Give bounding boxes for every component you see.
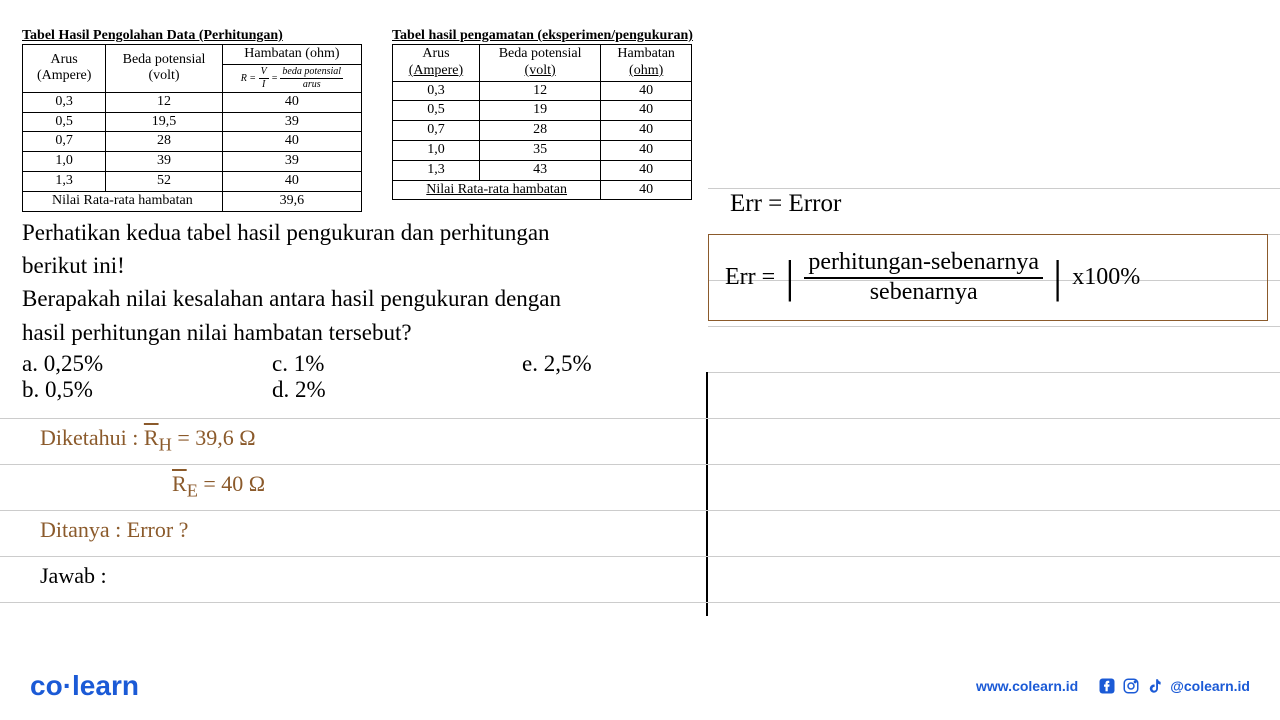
facebook-icon xyxy=(1098,677,1116,695)
option-a: a. 0,25% xyxy=(22,351,272,377)
th-ohm: Hambatan(ohm) xyxy=(601,45,692,82)
option-b: b. 0,5% xyxy=(22,377,272,403)
table-row: 1,35240 xyxy=(23,171,362,191)
question-text: Perhatikan kedua tabel hasil pengukuran … xyxy=(0,212,700,349)
err-lhs: Err = xyxy=(725,264,775,291)
table-right-title: Tabel hasil pengamatan (eksperimen/pengu… xyxy=(392,28,693,44)
line-diketahui: Diketahui : RH = 39,6 Ω xyxy=(0,418,1280,464)
table-row: Arus(Ampere) Beda potensial(volt) Hambat… xyxy=(23,45,362,65)
err-title: Err = Error xyxy=(708,190,1268,218)
table-right: Arus(Ampere) Beda potensial(volt) Hambat… xyxy=(392,44,692,200)
table-row: 0,51940 xyxy=(393,101,692,121)
table-row: 0,72840 xyxy=(393,121,692,141)
formula-cell: R = VI = beda potensialarus xyxy=(222,64,361,92)
error-formula-area: Err = Error Err = | perhitungan-sebenarn… xyxy=(708,190,1268,321)
tables-row: Tabel Hasil Pengolahan Data (Perhitungan… xyxy=(0,0,1280,212)
th-volt: Beda potensial(volt) xyxy=(106,45,222,93)
table-row: 0,519,539 xyxy=(23,112,362,132)
table-row: 1,03939 xyxy=(23,152,362,172)
th-arus: Arus(Ampere) xyxy=(393,45,480,82)
tiktok-icon xyxy=(1146,677,1164,695)
th-volt: Beda potensial(volt) xyxy=(479,45,600,82)
table-row: Nilai Rata-rata hambatan40 xyxy=(393,180,692,200)
table-left-title: Tabel Hasil Pengolahan Data (Perhitungan… xyxy=(22,28,362,44)
footer-right: www.colearn.id @colearn.id xyxy=(976,677,1250,695)
table-row: 1,34340 xyxy=(393,160,692,180)
line-ditanya: Ditanya : Error ? xyxy=(0,510,1280,556)
blank-line xyxy=(0,602,1280,648)
table-row: Arus(Ampere) Beda potensial(volt) Hambat… xyxy=(393,45,692,82)
err-fraction: perhitungan-sebenarnya sebenarnya xyxy=(804,249,1043,306)
th-arus: Arus(Ampere) xyxy=(23,45,106,93)
abs-bar-right: | xyxy=(1053,259,1062,296)
option-d: d. 2% xyxy=(272,377,522,403)
table-row: 0,31240 xyxy=(393,81,692,101)
table-left-wrapper: Tabel Hasil Pengolahan Data (Perhitungan… xyxy=(22,28,362,212)
option-c: c. 1% xyxy=(272,351,522,377)
worked-solution: Diketahui : RH = 39,6 Ω RE = 40 Ω Ditany… xyxy=(0,418,1280,648)
instagram-icon xyxy=(1122,677,1140,695)
table-right-wrapper: Tabel hasil pengamatan (eksperimen/pengu… xyxy=(392,28,693,212)
footer: co·learn www.colearn.id @colearn.id xyxy=(0,670,1280,702)
abs-bar-left: | xyxy=(785,259,794,296)
footer-url: www.colearn.id xyxy=(976,678,1078,694)
table-row: 1,03540 xyxy=(393,140,692,160)
err-rhs: x100% xyxy=(1072,264,1140,291)
th-ohm: Hambatan (ohm) xyxy=(222,45,361,65)
err-formula-box: Err = | perhitungan-sebenarnya sebenarny… xyxy=(708,234,1268,321)
footer-handle: @colearn.id xyxy=(1170,678,1250,694)
table-row: 0,72840 xyxy=(23,132,362,152)
table-row: Nilai Rata-rata hambatan39,6 xyxy=(23,191,362,211)
opt-col: c. 1% d. 2% xyxy=(272,351,522,403)
social-icons: @colearn.id xyxy=(1098,677,1250,695)
opt-col: a. 0,25% b. 0,5% xyxy=(22,351,272,403)
table-row: 0,31240 xyxy=(23,92,362,112)
line-re: RE = 40 Ω xyxy=(0,464,1280,510)
table-left: Arus(Ampere) Beda potensial(volt) Hambat… xyxy=(22,44,362,212)
logo: co·learn xyxy=(30,670,139,702)
line-jawab: Jawab : xyxy=(0,556,1280,602)
